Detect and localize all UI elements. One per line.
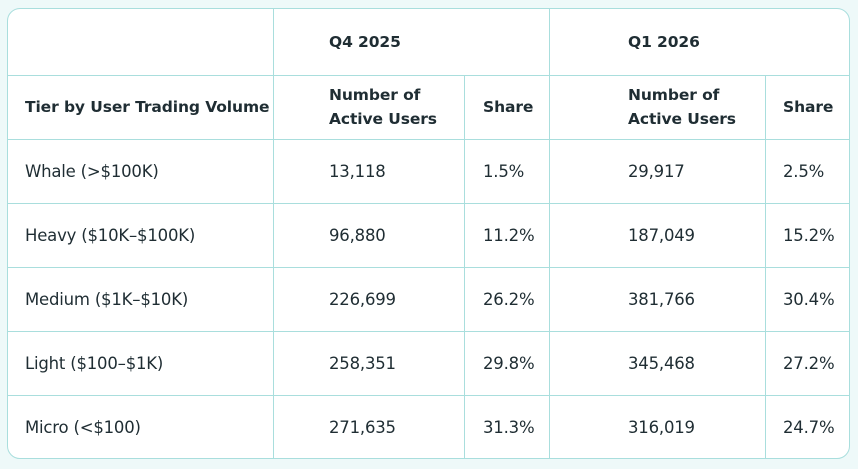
table-cell-q1-users: 345,468 bbox=[628, 353, 695, 373]
table-cell-q1-users: 316,019 bbox=[628, 417, 695, 437]
table-cell-q4-users: 258,351 bbox=[329, 353, 396, 373]
column-header-tier: Tier by User Trading Volume bbox=[25, 98, 270, 116]
group-header-q4-2025: Q4 2025 bbox=[329, 33, 401, 51]
table-cell-q4-share: 29.8% bbox=[483, 353, 535, 373]
table-cell-q1-share: 15.2% bbox=[783, 225, 835, 245]
table-cell-q4-share: 11.2% bbox=[483, 225, 535, 245]
table-cell-q4-share: 31.3% bbox=[483, 417, 535, 437]
table-cell-tier: Micro (<$100) bbox=[25, 417, 141, 437]
column-header-q1-share: Share bbox=[783, 98, 834, 116]
column-header-q1-users: Number of Active Users bbox=[628, 86, 736, 128]
table-cell-q1-share: 2.5% bbox=[783, 161, 825, 181]
table-cell-q4-share: 1.5% bbox=[483, 161, 525, 181]
grid-line bbox=[8, 203, 849, 204]
table-cell-tier: Medium ($1K–$10K) bbox=[25, 289, 189, 309]
group-header-q1-2026: Q1 2026 bbox=[628, 33, 700, 51]
column-header-q4-users: Number of Active Users bbox=[329, 86, 437, 128]
table-cell-q4-users: 13,118 bbox=[329, 161, 386, 181]
data-table: Q4 2025 Q1 2026 Tier by User Trading Vol… bbox=[7, 8, 850, 459]
grid-line bbox=[464, 75, 465, 458]
table-cell-q4-share: 26.2% bbox=[483, 289, 535, 309]
table-cell-q1-share: 30.4% bbox=[783, 289, 835, 309]
grid-line bbox=[8, 267, 849, 268]
table-cell-q1-users: 29,917 bbox=[628, 161, 685, 181]
grid-line bbox=[8, 75, 849, 76]
grid-line bbox=[8, 331, 849, 332]
grid-line bbox=[273, 9, 274, 458]
grid-line bbox=[549, 9, 550, 458]
table-cell-tier: Light ($100–$1K) bbox=[25, 353, 164, 373]
table-cell-q1-share: 27.2% bbox=[783, 353, 835, 373]
column-header-q4-share: Share bbox=[483, 98, 534, 116]
table-cell-q4-users: 96,880 bbox=[329, 225, 386, 245]
table-cell-q1-users: 187,049 bbox=[628, 225, 695, 245]
table-cell-q4-users: 271,635 bbox=[329, 417, 396, 437]
table-cell-q4-users: 226,699 bbox=[329, 289, 396, 309]
grid-line bbox=[8, 139, 849, 140]
table-cell-q1-share: 24.7% bbox=[783, 417, 835, 437]
table-cell-q1-users: 381,766 bbox=[628, 289, 695, 309]
table-cell-tier: Heavy ($10K–$100K) bbox=[25, 225, 196, 245]
grid-line bbox=[8, 395, 849, 396]
grid-line bbox=[765, 75, 766, 458]
table-cell-tier: Whale (>$100K) bbox=[25, 161, 159, 181]
